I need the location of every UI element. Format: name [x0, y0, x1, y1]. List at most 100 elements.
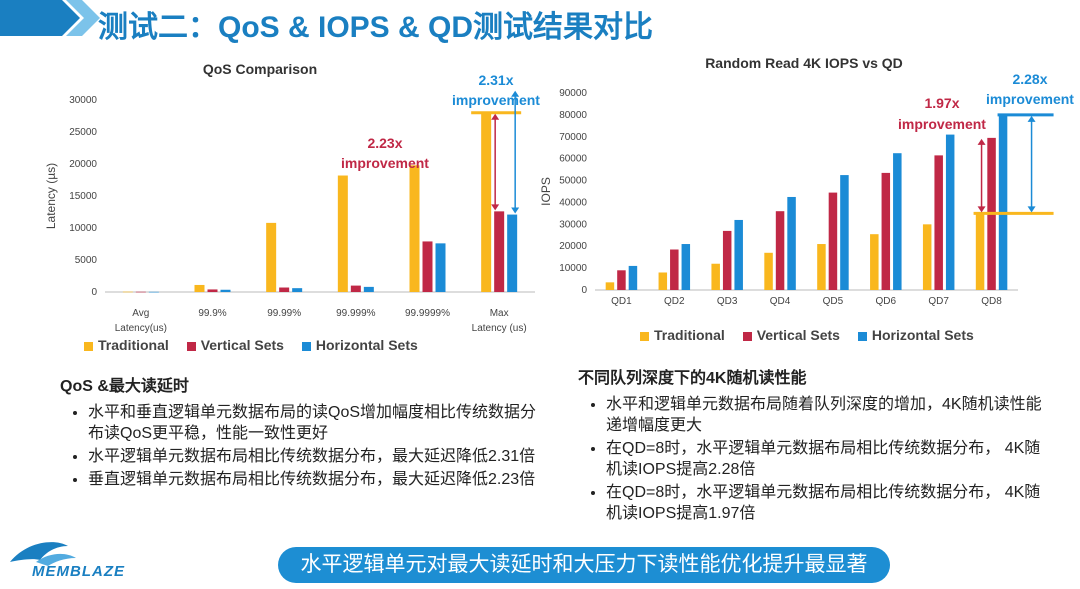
bar-traditional-6 — [481, 112, 492, 292]
arrowhead-down — [491, 204, 500, 211]
x-tick-label: QD3 — [717, 296, 738, 307]
bar-horizontal-4 — [787, 196, 796, 290]
y-tick-label: 15000 — [69, 191, 97, 202]
list-item: 水平和逻辑单元数据布局随着队列深度的增加，4K随机读性能递增幅度更大 — [606, 394, 1048, 436]
logo-text: MEMBLAZE — [32, 563, 125, 580]
bar-horizontal-6 — [893, 153, 902, 290]
arrowhead-up — [511, 90, 520, 97]
iops-chart-svg: Random Read 4K IOPS vs QD 0 10000 20000 3000… — [539, 55, 1074, 307]
bar-traditional-8 — [975, 213, 985, 290]
bar-traditional-4 — [764, 252, 773, 290]
x-tick-label: 99.9999% — [405, 308, 450, 319]
bar-vertical-5 — [828, 192, 838, 290]
list-item: 在QD=8时，水平逻辑单元数据布局相比传统数据分布， 4K随机读IOPS提高1.… — [606, 482, 1048, 524]
bar-traditional-1 — [605, 282, 615, 290]
bar-traditional-1 — [122, 291, 133, 293]
page-title: 测试二：QoS & IOPS & QD测试结果对比 — [98, 11, 654, 44]
legend-label-vertical: Vertical Sets — [756, 327, 840, 343]
legend-swatch-horizontal — [857, 331, 867, 341]
bar-vertical-6 — [494, 211, 505, 292]
y-tick-label: 5000 — [75, 255, 98, 266]
x-tick-label: Max — [490, 308, 509, 319]
y-tick-label: 30000 — [559, 219, 587, 230]
legend-label-traditional: Traditional — [654, 327, 725, 343]
y-tick-label: 20000 — [69, 159, 97, 170]
y-tick-label: 10000 — [559, 263, 587, 274]
bar-horizontal-1 — [148, 291, 159, 293]
x-tick-label: QD5 — [823, 296, 844, 307]
bar-horizontal-6 — [507, 214, 518, 292]
arrowhead-up — [977, 138, 986, 145]
annotation-197-label: improvement — [898, 116, 986, 132]
iops-vs-qd-chart: Random Read 4K IOPS vs QD 0 10000 20000 3000… — [539, 50, 1080, 320]
qos-comparison-chart: QoS Comparison 0 5000 10000 15000 20000 25000 3… — [30, 50, 550, 340]
x-tick-label: QD6 — [876, 296, 897, 307]
bar-vertical-2 — [207, 289, 218, 292]
qos-summary-section: QoS &最大读延时 水平和垂直逻辑单元数据布局的读QoS增加幅度相比传统数据分… — [60, 372, 540, 492]
x-tick-label: 99.999% — [336, 308, 376, 319]
x-tick-label: Latency(us) — [115, 323, 167, 334]
y-tick-label: 10000 — [69, 223, 97, 234]
iops-legend: Traditional Vertical Sets Horizontal Set… — [626, 327, 974, 343]
iops-summary-list: 水平和逻辑单元数据布局随着队列深度的增加，4K随机读性能递增幅度更大 在QD=8… — [578, 394, 1048, 524]
legend-swatch-traditional — [640, 331, 649, 341]
bar-vertical-3 — [279, 287, 290, 292]
qos-summary-list: 水平和垂直逻辑单元数据布局的读QoS增加幅度相比传统数据分布读QoS更平稳，性能… — [60, 402, 540, 490]
annotation-197-value: 1.97x — [924, 95, 959, 111]
bar-horizontal-3 — [734, 219, 743, 290]
bar-traditional-2 — [194, 284, 205, 292]
list-item: 在QD=8时，水平逻辑单元数据布局相比传统数据分布， 4K随机读IOPS提高2.… — [606, 438, 1048, 480]
bar-horizontal-8 — [998, 114, 1008, 290]
bar-horizontal-4 — [363, 286, 374, 292]
legend-swatch-traditional — [84, 341, 93, 351]
arrowhead-down — [511, 207, 520, 214]
y-tick-label: 40000 — [559, 197, 587, 208]
y-axis-label: IOPS — [539, 177, 553, 206]
chart-title: QoS Comparison — [203, 61, 317, 77]
memblaze-logo — [10, 542, 76, 566]
iops-summary-section: 不同队列深度下的4K随机读性能 水平和逻辑单元数据布局随着队列深度的增加，4K随… — [578, 364, 1048, 526]
bar-vertical-4 — [350, 285, 361, 292]
iops-summary-heading: 不同队列深度下的4K随机读性能 — [578, 370, 807, 387]
legend-label-horizontal: Horizontal Sets — [315, 337, 418, 353]
y-axis-label: Latency (µs) — [44, 163, 58, 229]
y-tick-label: 20000 — [559, 241, 587, 252]
bar-vertical-7 — [934, 155, 943, 290]
bar-vertical-4 — [775, 211, 785, 290]
bar-vertical-3 — [722, 230, 732, 290]
bar-traditional-7 — [922, 224, 932, 290]
bar-traditional-5 — [817, 244, 826, 290]
annotation-231-label: improvement — [452, 92, 540, 108]
qos-chart-svg: QoS Comparison 0 5000 10000 15000 20000 25000 3… — [44, 61, 540, 334]
arrowhead-down — [977, 206, 986, 213]
qos-legend: Traditional Vertical Sets Horizontal Set… — [70, 337, 418, 353]
annotation-223-label: improvement — [341, 155, 429, 171]
y-tick-label: 70000 — [559, 132, 587, 143]
legend-swatch-vertical — [742, 331, 752, 341]
arrowhead-up — [491, 113, 500, 120]
y-tick-label: 50000 — [559, 176, 587, 187]
bar-traditional-3 — [266, 222, 277, 292]
bar-vertical-1 — [617, 270, 626, 290]
title-accent-band — [0, 0, 100, 36]
x-tick-label: Latency (us) — [472, 323, 527, 334]
bar-horizontal-7 — [945, 134, 955, 290]
bar-vertical-5 — [422, 241, 433, 292]
bar-traditional-5 — [409, 165, 420, 292]
legend-label-horizontal: Horizontal Sets — [871, 327, 974, 343]
bar-vertical-1 — [135, 291, 146, 293]
y-tick-label: 0 — [581, 285, 587, 296]
annotation-231-value: 2.31x — [478, 72, 513, 88]
y-tick-label: 25000 — [69, 127, 97, 138]
bar-horizontal-3 — [292, 288, 303, 292]
x-tick-label: 99.9% — [198, 308, 226, 319]
legend-swatch-vertical — [186, 341, 196, 351]
list-item: 水平和垂直逻辑单元数据布局的读QoS增加幅度相比传统数据分布读QoS更平稳，性能… — [88, 402, 540, 444]
list-item: 垂直逻辑单元数据布局相比传统数据分布，最大延迟降低2.23倍 — [88, 469, 540, 490]
legend-label-traditional: Traditional — [98, 337, 169, 353]
y-tick-label: 0 — [91, 287, 97, 298]
annotation-228-label: improvement — [986, 91, 1074, 107]
bar-horizontal-5 — [840, 175, 849, 290]
annotation-223-value: 2.23x — [367, 135, 402, 151]
qos-summary-heading: QoS &最大读延时 — [60, 378, 189, 395]
